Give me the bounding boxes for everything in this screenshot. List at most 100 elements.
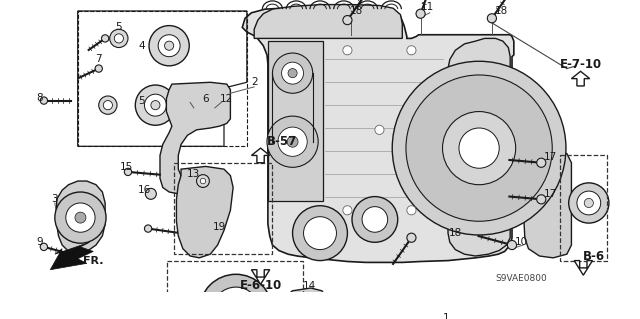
Text: 9: 9 (36, 237, 43, 247)
Circle shape (343, 16, 352, 25)
Circle shape (407, 206, 416, 215)
Circle shape (66, 203, 95, 232)
Circle shape (145, 94, 166, 116)
Text: 18: 18 (495, 6, 508, 16)
Text: 18: 18 (449, 228, 462, 238)
Bar (173, 163, 273, 254)
Text: 8: 8 (36, 93, 43, 103)
Text: 5: 5 (138, 96, 145, 106)
Circle shape (375, 125, 384, 134)
Text: E-6-10: E-6-10 (239, 279, 282, 292)
Polygon shape (574, 261, 593, 275)
Circle shape (183, 100, 198, 115)
Circle shape (158, 35, 180, 57)
Text: 17: 17 (544, 152, 557, 162)
Circle shape (487, 14, 497, 23)
Polygon shape (51, 242, 93, 270)
Circle shape (303, 217, 337, 249)
Circle shape (145, 188, 156, 199)
Circle shape (164, 41, 173, 50)
Circle shape (40, 97, 47, 104)
Circle shape (115, 34, 124, 43)
Polygon shape (160, 82, 230, 194)
Circle shape (584, 198, 593, 208)
Circle shape (537, 195, 546, 204)
Circle shape (102, 35, 109, 42)
Text: S9VAE0800: S9VAE0800 (495, 274, 547, 283)
Circle shape (145, 225, 152, 232)
Text: B-57: B-57 (266, 135, 297, 148)
Circle shape (186, 104, 194, 112)
Circle shape (292, 206, 348, 261)
Circle shape (199, 274, 273, 319)
Circle shape (416, 9, 425, 18)
Circle shape (196, 174, 209, 188)
Text: 12: 12 (220, 94, 234, 104)
Text: 16: 16 (138, 185, 151, 195)
Bar (77, 11, 247, 146)
Text: 17: 17 (544, 189, 557, 199)
Text: E-7-10: E-7-10 (559, 57, 602, 70)
Circle shape (40, 243, 47, 250)
Circle shape (406, 75, 552, 221)
Text: 15: 15 (120, 162, 132, 172)
Circle shape (569, 183, 609, 223)
Circle shape (407, 233, 416, 242)
Polygon shape (523, 151, 572, 258)
Polygon shape (254, 4, 403, 38)
Text: 19: 19 (212, 222, 226, 232)
Circle shape (124, 168, 132, 175)
Circle shape (267, 116, 318, 167)
Circle shape (212, 287, 260, 319)
Circle shape (103, 100, 113, 110)
Text: 6: 6 (202, 94, 209, 104)
Polygon shape (252, 270, 269, 284)
Polygon shape (448, 38, 510, 256)
Circle shape (95, 65, 102, 72)
Circle shape (278, 127, 307, 156)
Circle shape (288, 69, 297, 78)
Text: 14: 14 (303, 281, 316, 291)
Polygon shape (57, 181, 105, 254)
Text: 3: 3 (52, 194, 58, 204)
Circle shape (200, 178, 205, 184)
Polygon shape (177, 167, 233, 258)
Circle shape (244, 307, 252, 315)
Text: 1: 1 (443, 313, 449, 319)
Circle shape (99, 96, 117, 114)
Circle shape (232, 293, 239, 301)
Circle shape (149, 26, 189, 66)
Bar (559, 155, 607, 261)
Polygon shape (280, 288, 329, 319)
Circle shape (392, 61, 566, 235)
Circle shape (508, 241, 516, 249)
Circle shape (343, 46, 352, 55)
Circle shape (135, 85, 175, 125)
Circle shape (287, 136, 298, 147)
Circle shape (220, 307, 228, 315)
Text: 2: 2 (251, 77, 257, 87)
Circle shape (273, 53, 313, 93)
Circle shape (407, 46, 416, 55)
Circle shape (537, 158, 546, 167)
Text: 11: 11 (421, 2, 435, 12)
Circle shape (362, 207, 388, 232)
Text: B-6: B-6 (583, 249, 605, 263)
Text: 18: 18 (350, 6, 363, 16)
Circle shape (151, 100, 160, 110)
Circle shape (75, 212, 86, 223)
Text: 10: 10 (515, 237, 528, 247)
Text: 4: 4 (138, 41, 145, 51)
Circle shape (207, 102, 218, 113)
Circle shape (343, 206, 352, 215)
Circle shape (352, 197, 397, 242)
Bar (167, 261, 303, 319)
Polygon shape (243, 7, 514, 263)
Text: FR.: FR. (83, 256, 104, 266)
Circle shape (55, 192, 106, 243)
Text: 13: 13 (187, 169, 200, 179)
Circle shape (442, 112, 516, 185)
Circle shape (282, 62, 303, 84)
Circle shape (577, 191, 601, 215)
Circle shape (109, 29, 128, 48)
